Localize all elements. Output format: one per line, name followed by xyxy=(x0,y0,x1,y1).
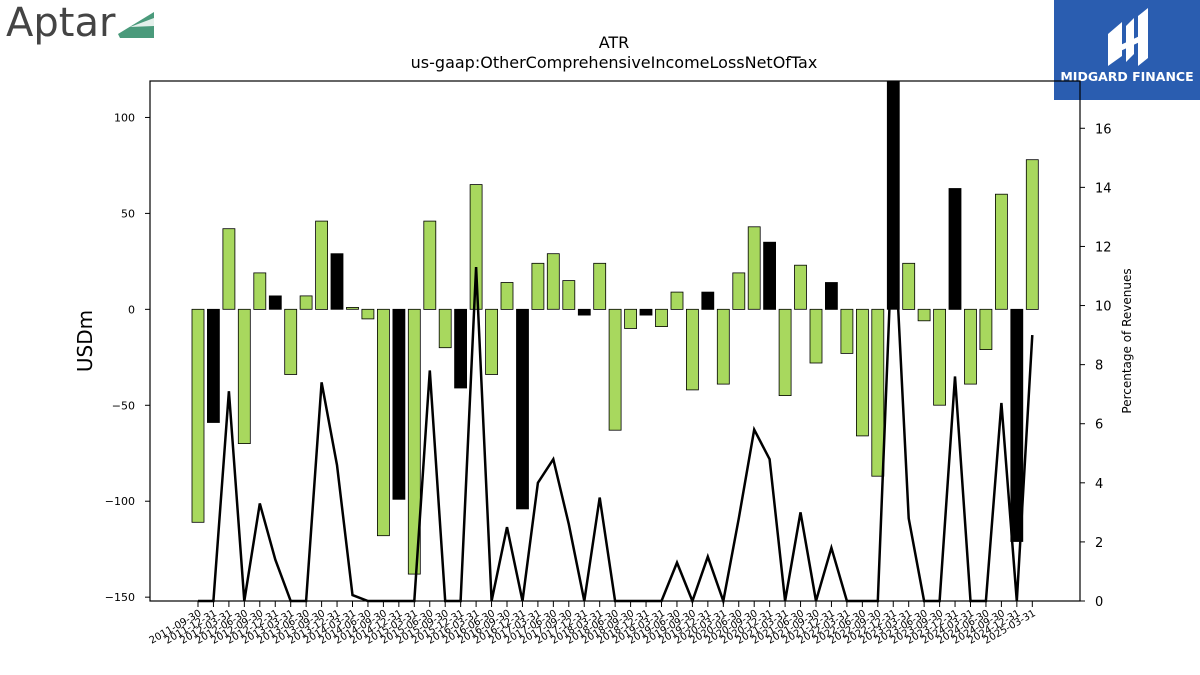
bar-2019-12-31 xyxy=(701,291,715,310)
bar-2012-06-30 xyxy=(237,308,251,444)
bar-2018-06-30 xyxy=(608,308,622,431)
bar-2015-06-30 xyxy=(423,220,437,310)
midgard-finance-logo: MIDGARD FINANCE xyxy=(1054,0,1200,100)
y2-axis-ticks: 0 2 4 6 8 10 12 14 16 xyxy=(1080,122,1112,610)
y2-tick-label: 0 xyxy=(1095,595,1103,610)
bar-2021-12-31 xyxy=(825,282,838,310)
bar-2015-12-31 xyxy=(454,308,468,389)
bar-2024-03-31 xyxy=(964,308,977,385)
bar-2012-12-31 xyxy=(268,295,282,310)
y2-tick-label: 14 xyxy=(1095,181,1112,196)
y2-axis-label: Percentage of Revenues xyxy=(1120,268,1134,413)
y-tick-label: 50 xyxy=(121,207,135,220)
bar-2015-03-31 xyxy=(407,308,421,575)
bar-2021-09-30 xyxy=(809,308,823,364)
bar-2013-03-31 xyxy=(284,308,298,375)
bar-2018-12-31 xyxy=(639,308,653,316)
bar-2025-03-31 xyxy=(1025,159,1039,310)
bar-2023-12-31 xyxy=(948,188,962,310)
aptar-logo-text: Aptar xyxy=(6,0,116,46)
y-axis-ticks: 100 50 0 −50 −100 −150 xyxy=(105,111,150,604)
y2-tick-label: 2 xyxy=(1095,536,1103,551)
bar-2017-06-30 xyxy=(546,253,560,310)
bar-2019-03-31 xyxy=(655,308,668,327)
bar-2011-09-30 xyxy=(191,308,205,523)
bar-2022-06-30 xyxy=(856,308,869,437)
bar-2024-09-30 xyxy=(995,193,1008,310)
chart-subtitle: us-gaap:OtherComprehensiveIncomeLossNetO… xyxy=(411,53,818,72)
y2-tick-label: 16 xyxy=(1095,122,1112,137)
bar-2020-12-31 xyxy=(763,241,776,310)
aptar-logo: Aptar xyxy=(4,0,164,50)
bar-2019-09-30 xyxy=(686,308,699,391)
bar-2018-09-30 xyxy=(624,308,637,329)
midgard-logo-text: MIDGARD FINANCE xyxy=(1060,69,1194,84)
y-tick-label: −150 xyxy=(105,591,135,604)
bar-2023-06-30 xyxy=(917,308,931,322)
bar-2017-09-30 xyxy=(562,280,576,310)
bar-2012-03-31 xyxy=(222,228,236,310)
y2-tick-label: 6 xyxy=(1095,418,1103,433)
bar-2023-09-30 xyxy=(933,308,946,406)
aptar-leaf-icon xyxy=(118,12,154,38)
bar-2014-03-31 xyxy=(346,306,359,310)
y-tick-label: 0 xyxy=(128,303,135,316)
bar-2019-06-30 xyxy=(670,291,684,310)
bar-2012-09-30 xyxy=(253,272,267,310)
bar-2016-06-30 xyxy=(485,308,499,375)
bar-2014-09-30 xyxy=(376,308,390,537)
bar-2016-03-31 xyxy=(469,184,483,310)
y2-tick-label: 4 xyxy=(1095,477,1103,492)
bar-2021-03-31 xyxy=(778,308,792,396)
bar-2014-12-31 xyxy=(392,308,406,500)
bar-2013-06-30 xyxy=(299,295,313,310)
bar-2016-12-31 xyxy=(516,308,529,510)
y-tick-label: −100 xyxy=(105,495,135,508)
y2-tick-label: 12 xyxy=(1095,240,1112,255)
bar-2024-12-31 xyxy=(1010,308,1024,542)
bar-2022-09-30 xyxy=(871,308,885,477)
bar-2022-03-31 xyxy=(840,308,854,354)
bar-2020-06-30 xyxy=(732,272,746,310)
bar-2023-03-31 xyxy=(902,262,916,310)
bar-2011-12-31 xyxy=(206,308,220,423)
bar-2014-06-30 xyxy=(361,308,375,320)
y2-tick-label: 10 xyxy=(1095,300,1112,315)
bar-2018-03-31 xyxy=(593,262,607,310)
bars-layer xyxy=(191,80,1039,575)
bar-2013-09-30 xyxy=(315,220,329,310)
y-axis-label: USDm xyxy=(73,310,97,372)
bar-2020-09-30 xyxy=(747,226,761,310)
chart-title: ATR xyxy=(599,33,630,52)
y-tick-label: −50 xyxy=(112,399,135,412)
bar-2017-03-31 xyxy=(531,262,545,310)
bar-2013-12-31 xyxy=(330,253,344,310)
x-axis-ticks: 2011-09-302011-12-312012-03-312012-06-30… xyxy=(148,601,1038,647)
bar-2021-06-30 xyxy=(794,264,807,310)
bar-2020-03-31 xyxy=(716,308,730,385)
y-tick-label: 100 xyxy=(114,111,135,124)
bar-2016-09-30 xyxy=(500,282,514,310)
bar-2015-09-30 xyxy=(438,308,452,349)
midgard-monogram-icon xyxy=(1108,8,1148,66)
bar-2024-06-30 xyxy=(979,308,993,350)
bar-2017-12-31 xyxy=(577,308,591,316)
y2-tick-label: 8 xyxy=(1095,359,1103,374)
